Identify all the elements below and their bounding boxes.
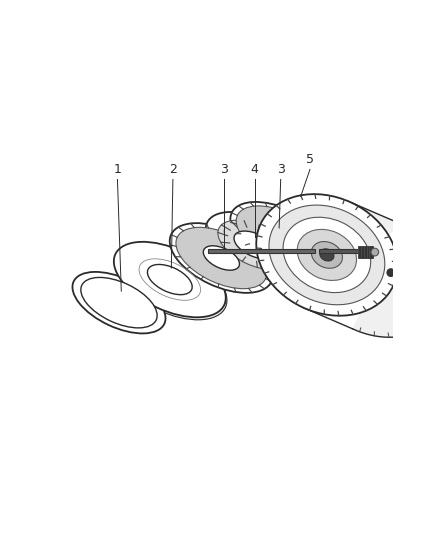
Ellipse shape — [176, 227, 267, 289]
Ellipse shape — [311, 241, 343, 268]
FancyBboxPatch shape — [319, 249, 365, 253]
Text: 5: 5 — [306, 154, 314, 166]
Text: 3: 3 — [277, 164, 285, 176]
Ellipse shape — [371, 248, 379, 256]
Ellipse shape — [170, 223, 273, 293]
Ellipse shape — [236, 206, 322, 264]
Ellipse shape — [269, 205, 385, 305]
Ellipse shape — [218, 220, 291, 270]
Ellipse shape — [297, 229, 357, 280]
Ellipse shape — [203, 246, 240, 270]
Ellipse shape — [283, 217, 371, 293]
Ellipse shape — [115, 244, 227, 320]
Ellipse shape — [230, 202, 328, 268]
Ellipse shape — [320, 249, 334, 261]
Ellipse shape — [387, 269, 395, 277]
Text: 4: 4 — [251, 164, 258, 176]
FancyBboxPatch shape — [358, 246, 373, 258]
Ellipse shape — [72, 272, 166, 334]
Text: 2: 2 — [169, 164, 177, 176]
Polygon shape — [303, 203, 438, 337]
Ellipse shape — [81, 278, 157, 328]
Ellipse shape — [114, 242, 226, 317]
Ellipse shape — [206, 212, 303, 278]
Ellipse shape — [234, 231, 275, 259]
Ellipse shape — [256, 194, 398, 316]
Ellipse shape — [148, 264, 192, 295]
FancyBboxPatch shape — [208, 249, 315, 253]
Text: 3: 3 — [220, 164, 228, 176]
Ellipse shape — [262, 223, 296, 246]
Text: 1: 1 — [113, 164, 121, 176]
